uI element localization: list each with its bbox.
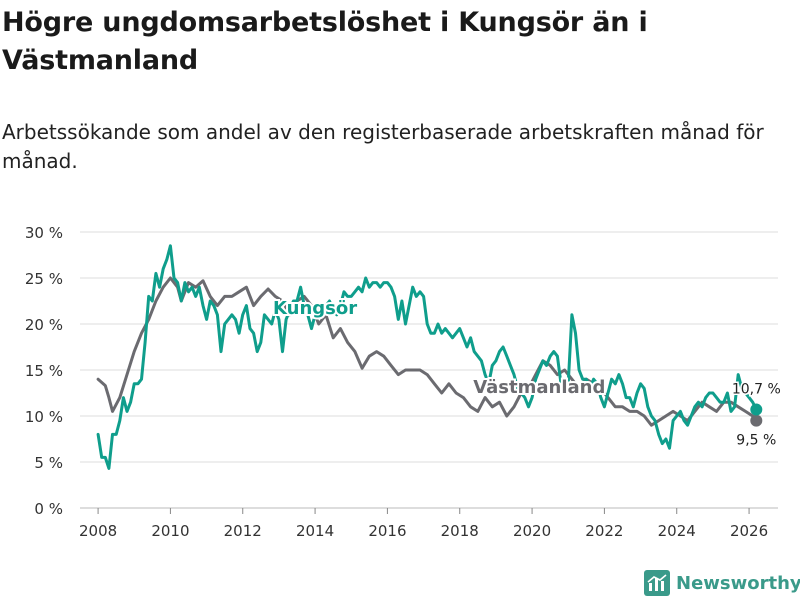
chart-title: Högre ungdomsarbetslöshet i Kungsör än i… <box>2 7 648 76</box>
series-label-vastmanland: Västmanland <box>473 377 605 398</box>
x-tick-label: 2024 <box>658 522 696 540</box>
x-tick-label: 2022 <box>585 522 623 540</box>
x-tick-label: 2010 <box>151 522 189 540</box>
series-line-vastmanland <box>96 276 758 427</box>
x-tick-label: 2026 <box>730 522 768 540</box>
y-axis: 0 % 5 % 10 % 15 % 20 % 25 % 30 % <box>25 224 63 518</box>
newsworthy-logo-icon <box>644 570 670 596</box>
series-lines <box>96 244 763 470</box>
x-tick-label: 2012 <box>224 522 262 540</box>
y-tick-label: 20 % <box>25 316 63 334</box>
end-point-vastmanland <box>750 414 763 427</box>
y-tick-label: 30 % <box>25 224 63 242</box>
chart-subtitle: Arbetssökande som andel av den registerb… <box>2 120 764 173</box>
gridlines <box>80 231 778 509</box>
end-value-label-vastmanland: 9,5 % <box>736 433 776 449</box>
series-labels: Västmanland 9,5 % Kungsör 10,7 % <box>271 296 782 450</box>
y-tick-label: 5 % <box>34 454 63 472</box>
series-label-kungsor: Kungsör <box>273 298 357 319</box>
x-axis: 2008 2010 2012 2014 2016 2018 2020 2022 2024 2026 <box>79 508 768 540</box>
x-tick-label: 2018 <box>441 522 479 540</box>
y-tick-label: 15 % <box>25 362 63 380</box>
x-tick-label: 2020 <box>513 522 551 540</box>
x-tick-label: 2008 <box>79 522 117 540</box>
y-tick-label: 0 % <box>34 500 63 518</box>
y-tick-label: 10 % <box>25 408 63 426</box>
x-tick-label: 2014 <box>296 522 334 540</box>
x-tick-label: 2016 <box>368 522 406 540</box>
brand-name: Newsworthy <box>676 572 800 594</box>
brand-logo: Newsworthy <box>644 568 800 598</box>
end-value-label-kungsor: 10,7 % <box>732 382 781 398</box>
series-line-kungsor <box>96 244 758 470</box>
y-tick-label: 25 % <box>25 270 63 288</box>
end-point-kungsor <box>750 403 763 416</box>
